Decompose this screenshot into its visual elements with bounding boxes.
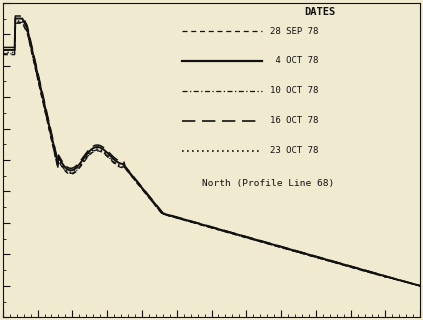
Text: 4 OCT 78: 4 OCT 78: [270, 56, 319, 66]
Text: 16 OCT 78: 16 OCT 78: [270, 116, 319, 125]
Text: DATES: DATES: [305, 7, 336, 18]
Text: 23 OCT 78: 23 OCT 78: [270, 146, 319, 155]
Text: 10 OCT 78: 10 OCT 78: [270, 86, 319, 95]
Text: North (Profile Line 68): North (Profile Line 68): [202, 179, 334, 188]
Text: 28 SEP 78: 28 SEP 78: [270, 27, 319, 36]
